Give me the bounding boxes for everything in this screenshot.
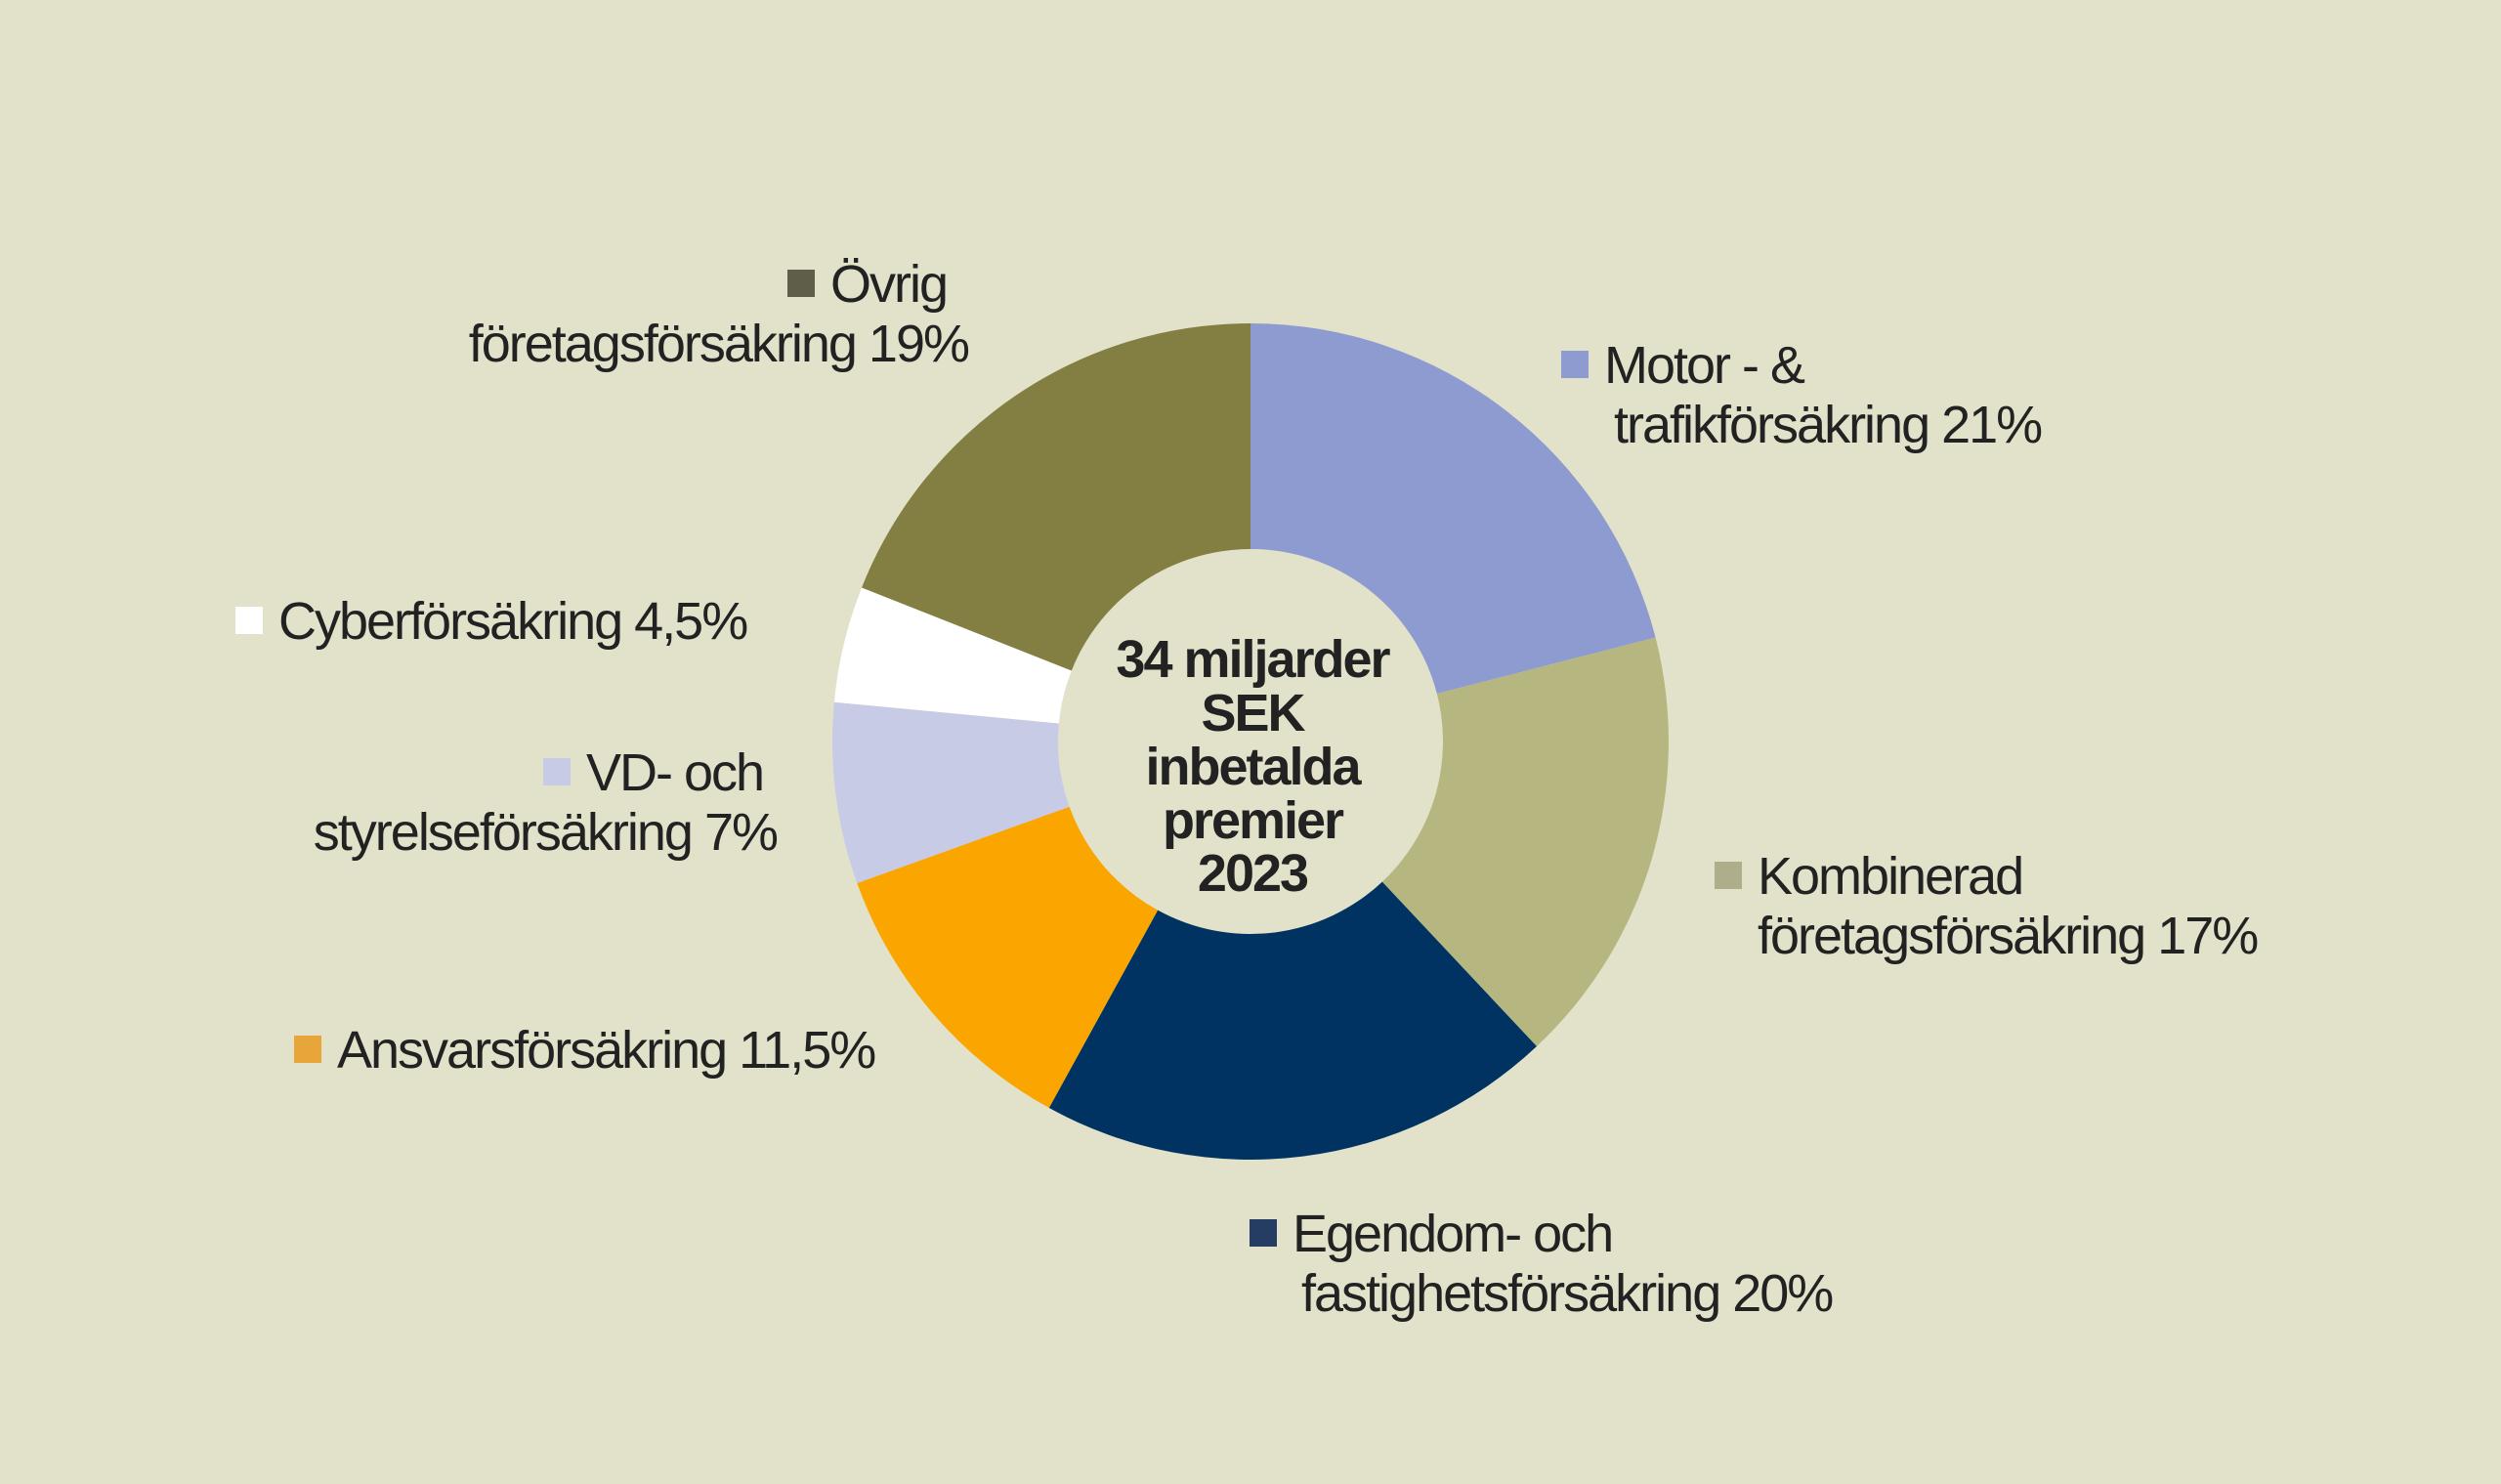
legend-swatch-ovrig	[787, 270, 815, 297]
legend-swatch-motor	[1561, 351, 1589, 378]
legend-label-vd-2: styrelseförsäkring 7%	[314, 803, 778, 862]
legend-label-ovrig-1: Övrig	[830, 255, 947, 314]
legend-vd: VD- och styrelseförsäkring 7%	[314, 743, 780, 862]
legend-kombinerad: Kombinerad företagsförsäkring 17%	[1715, 847, 2260, 965]
center-line-1: 34 miljarder	[1116, 630, 1390, 689]
slice-2	[1048, 881, 1537, 1160]
slices	[831, 322, 1669, 1160]
legend-swatch-kombinerad	[1715, 862, 1742, 889]
legend-ovrig: Övrig företagsförsäkring 19%	[469, 255, 971, 373]
legend-label-vd-1: VD- och	[586, 743, 763, 802]
slice-4	[831, 701, 1070, 883]
legend-ansvar: Ansvarsförsäkring 11,5%	[294, 1021, 877, 1080]
legend-motor: Motor - & trafikförsäkring 21%	[1561, 336, 2044, 454]
legend-label-kombinerad-2: företagsförsäkring 17%	[1758, 907, 2258, 965]
center-line-3: inbetalda	[1145, 738, 1362, 796]
legend-label-ovrig-2: företagsförsäkring 19%	[469, 315, 969, 373]
slice-0	[1250, 323, 1656, 695]
slice-6	[862, 322, 1250, 671]
legend-label-ansvar: Ansvarsförsäkring 11,5%	[337, 1021, 875, 1080]
legend-label-egendom-2: fastighetsförsäkring 20%	[1301, 1264, 1833, 1323]
legend-swatch-egendom	[1250, 1219, 1277, 1247]
legend-egendom: Egendom- och fastighetsförsäkring 20%	[1250, 1205, 1835, 1323]
center-line-4: premier	[1163, 791, 1344, 850]
center-label: 34 miljarder SEK inbetalda premier 2023	[1116, 630, 1392, 903]
legend-swatch-vd	[543, 758, 571, 785]
legend-label-kombinerad-1: Kombinerad	[1758, 847, 2022, 906]
legend-swatch-cyber	[235, 607, 263, 634]
legend-swatch-ansvar	[294, 1036, 321, 1063]
center-line-2: SEK	[1201, 684, 1305, 742]
legend-label-motor-2: trafikförsäkring 21%	[1614, 396, 2042, 454]
legend-label-motor-1: Motor - &	[1604, 336, 1805, 395]
center-line-5: 2023	[1198, 844, 1308, 903]
slice-3	[857, 806, 1159, 1109]
slice-1	[1381, 637, 1669, 1046]
legend-label-egendom-1: Egendom- och	[1293, 1205, 1612, 1263]
legend-label-cyber: Cyberförsäkring 4,5%	[278, 592, 747, 651]
slice-5	[833, 587, 1072, 724]
legend-cyber: Cyberförsäkring 4,5%	[235, 592, 749, 651]
